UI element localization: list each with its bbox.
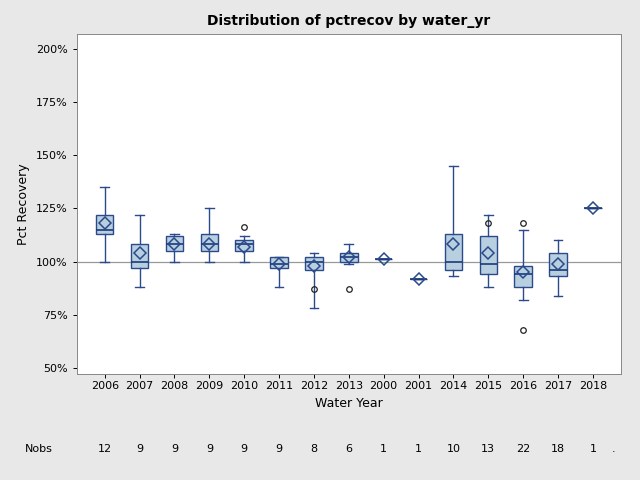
Text: 22: 22 [516,444,531,455]
Y-axis label: Pct Recovery: Pct Recovery [17,163,31,245]
PathPatch shape [515,266,532,287]
PathPatch shape [479,236,497,274]
Text: 1: 1 [415,444,422,455]
Text: 9: 9 [136,444,143,455]
Text: 10: 10 [447,444,460,455]
Text: 18: 18 [551,444,565,455]
PathPatch shape [96,215,113,234]
PathPatch shape [305,257,323,270]
Text: 1: 1 [380,444,387,455]
Text: 9: 9 [205,444,213,455]
Text: 9: 9 [241,444,248,455]
Text: 6: 6 [346,444,352,455]
Text: 13: 13 [481,444,495,455]
X-axis label: Water Year: Water Year [315,397,383,410]
Text: 9: 9 [275,444,283,455]
PathPatch shape [236,240,253,251]
Text: .: . [612,444,616,455]
PathPatch shape [270,257,288,268]
Text: Nobs: Nobs [24,444,52,455]
PathPatch shape [445,234,462,270]
Title: Distribution of pctrecov by water_yr: Distribution of pctrecov by water_yr [207,14,490,28]
PathPatch shape [166,236,183,251]
Text: 9: 9 [171,444,178,455]
Text: 8: 8 [310,444,317,455]
PathPatch shape [131,244,148,268]
PathPatch shape [549,253,567,276]
PathPatch shape [200,234,218,251]
PathPatch shape [340,253,358,262]
Text: 1: 1 [589,444,596,455]
Text: 12: 12 [98,444,112,455]
